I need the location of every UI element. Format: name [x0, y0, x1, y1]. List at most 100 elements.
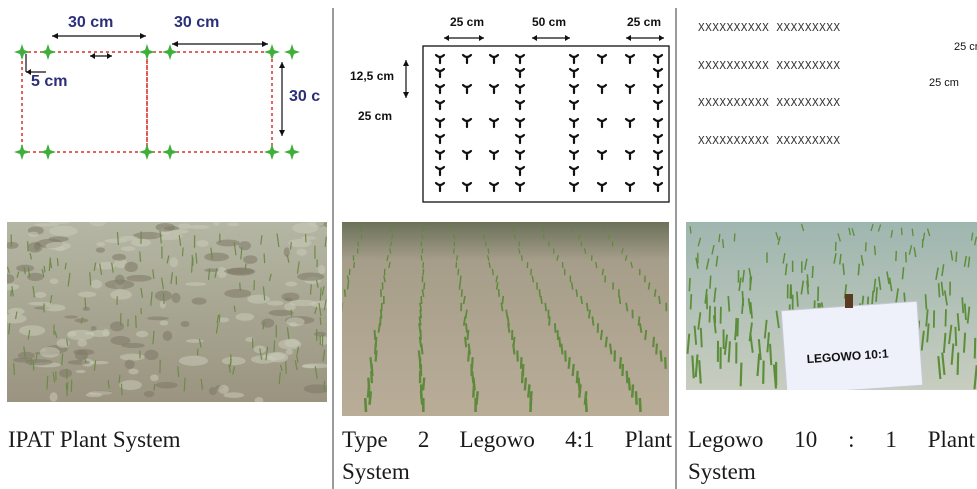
legowo4-dim-top-b: 50 cm	[532, 15, 566, 29]
ipat-spacing-diagram: 30 cm 30 cm 5 cm 30 c	[14, 14, 320, 160]
plant-symbol-icon	[652, 149, 664, 161]
plant-symbol-icon	[624, 149, 636, 161]
plant-symbol-icon	[514, 53, 526, 65]
plant-symbol-icon	[652, 117, 664, 129]
plant-symbol-icon	[434, 99, 446, 111]
ipat-dim-top-right: 30 cm	[174, 14, 219, 31]
plant-symbol-icon	[652, 165, 664, 177]
plant-symbol-icon	[568, 117, 580, 129]
plant-symbol-icon	[568, 165, 580, 177]
plant-symbol-icon	[596, 83, 608, 95]
plant-symbol-icon	[652, 133, 664, 145]
plant-symbol-icon	[514, 117, 526, 129]
plant-symbol-icon	[568, 181, 580, 193]
ipat-field-photo	[7, 222, 327, 402]
ipat-dim-side: 30 c	[289, 88, 320, 105]
legowo10-x-row-3: XXXXXXXXXX XXXXXXXXX	[698, 96, 840, 109]
ipat-dim-top-left: 30 cm	[68, 14, 113, 31]
plant-symbol-icon	[514, 165, 526, 177]
legowo4-dim-top-a: 25 cm	[450, 15, 484, 29]
plant-symbol-icon	[624, 83, 636, 95]
plant-symbol-icon	[568, 133, 580, 145]
legowo-4-1-caption: Type 2 Legowo 4:1 Plant System	[342, 424, 672, 488]
plant-marker-icon	[162, 144, 178, 160]
plant-marker-icon	[139, 44, 155, 60]
plant-symbol-icon	[434, 83, 446, 95]
plant-symbol-icon	[488, 83, 500, 95]
legowo10-x-row-4: XXXXXXXXXX XXXXXXXXX	[698, 134, 840, 147]
plant-symbol-icon	[461, 117, 473, 129]
plant-symbol-icon	[568, 83, 580, 95]
legowo-10-1-caption: Legowo 10 : 1 Plant System	[688, 424, 975, 488]
plant-symbol-icon	[514, 181, 526, 193]
panel-divider-2	[675, 8, 677, 489]
plant-symbol-icon	[652, 181, 664, 193]
legowo10-dim-a: 25 cm	[954, 41, 977, 53]
plant-symbol-icon	[568, 149, 580, 161]
plant-symbol-icon	[624, 53, 636, 65]
panel-ipat: 30 cm 30 cm 5 cm 30 c IPAT Plant System	[0, 0, 332, 489]
plant-marker-icon	[139, 144, 155, 160]
plant-symbol-icon	[434, 165, 446, 177]
plant-marker-icon	[40, 44, 56, 60]
plant-symbol-icon	[461, 83, 473, 95]
legowo-10-1-spacing-diagram: XXXXXXXXXX XXXXXXXXX XXXXXXXXXX XXXXXXXX…	[698, 21, 977, 147]
plant-symbol-icon	[568, 53, 580, 65]
plant-symbol-icon	[434, 133, 446, 145]
plant-marker-icon	[284, 144, 300, 160]
plant-symbol-icon	[514, 99, 526, 111]
legowo-4-1-field-photo	[342, 222, 669, 416]
plant-symbol-icon	[652, 99, 664, 111]
plant-symbol-icon	[568, 99, 580, 111]
plant-symbol-icon	[596, 181, 608, 193]
panel-divider-1	[332, 8, 334, 489]
plant-symbol-icon	[461, 149, 473, 161]
legowo4-dim-top-c: 25 cm	[627, 15, 661, 29]
legowo4-dim-side-b: 25 cm	[358, 109, 392, 123]
ipat-caption-line1: IPAT Plant System	[8, 427, 181, 452]
plant-symbol-icon	[596, 149, 608, 161]
plant-symbol-icon	[488, 181, 500, 193]
plant-symbol-icon	[652, 53, 664, 65]
plant-symbol-icon	[461, 53, 473, 65]
plant-marker-icon	[40, 144, 56, 160]
plant-symbol-icon	[514, 149, 526, 161]
legowo-10-1-field-photo: LEGOWO 10:1	[686, 222, 977, 390]
legowo10-x-row-2: XXXXXXXXXX XXXXXXXXX	[698, 59, 840, 72]
plant-symbol-icon	[596, 53, 608, 65]
plant-symbol-icon	[434, 149, 446, 161]
panel-legowo-4-1: 25 cm 50 cm 25 cm 12,5 cm 25 cm Type 2 L…	[334, 0, 674, 489]
legowo-10-1-caption-line2: System	[688, 459, 756, 484]
plant-marker-icon	[284, 44, 300, 60]
plant-symbol-icon	[461, 181, 473, 193]
ipat-dim-small: 5 cm	[31, 73, 67, 90]
plant-symbol-icon	[434, 181, 446, 193]
legowo10-dim-b: 25 cm	[929, 77, 959, 89]
legowo-4-1-caption-line2: System	[342, 459, 410, 484]
plant-symbol-icon	[434, 53, 446, 65]
plant-marker-icon	[14, 144, 30, 160]
plant-symbol-icon	[434, 117, 446, 129]
legowo-4-1-caption-line1: Type 2 Legowo 4:1 Plant	[342, 427, 672, 452]
plant-symbol-icon	[624, 117, 636, 129]
legowo-4-1-spacing-diagram: 25 cm 50 cm 25 cm 12,5 cm 25 cm	[350, 15, 670, 203]
plant-marker-icon	[14, 44, 30, 60]
plant-symbol-icon	[488, 117, 500, 129]
legowo10-x-row-1: XXXXXXXXXX XXXXXXXXX	[698, 21, 840, 34]
plant-symbol-icon	[568, 67, 580, 79]
plant-symbol-icon	[514, 83, 526, 95]
plant-symbol-icon	[514, 67, 526, 79]
legowo4-dim-side-a: 12,5 cm	[350, 69, 394, 83]
panel-legowo-10-1: XXXXXXXXXX XXXXXXXXX XXXXXXXXXX XXXXXXXX…	[678, 0, 977, 489]
plant-symbol-icon	[434, 67, 446, 79]
legowo-10-1-caption-line1: Legowo 10 : 1 Plant	[688, 427, 975, 452]
legowo10-sign-label: LEGOWO 10:1	[806, 346, 889, 366]
plant-symbol-icon	[624, 181, 636, 193]
plant-symbol-icon	[514, 133, 526, 145]
plant-marker-icon	[264, 144, 280, 160]
ipat-caption: IPAT Plant System	[8, 424, 328, 456]
plant-symbol-icon	[652, 83, 664, 95]
plant-symbol-icon	[596, 117, 608, 129]
plant-symbol-icon	[488, 53, 500, 65]
plant-symbol-icon	[652, 67, 664, 79]
